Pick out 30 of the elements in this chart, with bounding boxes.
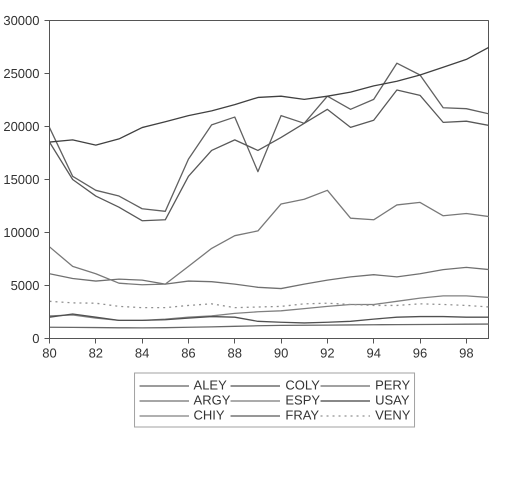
y-tick-label: 5000 <box>10 278 40 293</box>
legend-label: PERY <box>375 378 410 392</box>
y-tick-label: 0 <box>32 331 40 346</box>
line-series <box>50 46 489 146</box>
y-tick-label: 15000 <box>3 172 40 187</box>
x-tick-label: 82 <box>88 346 104 360</box>
legend-label: USAY <box>375 392 410 408</box>
x-tick-label: 92 <box>320 346 335 360</box>
y-tick-label: 10000 <box>3 225 40 240</box>
legend-label: COLY <box>285 378 320 392</box>
legend-label: CHIY <box>194 408 225 422</box>
x-tick-label: 86 <box>181 346 196 360</box>
x-tick-label: 90 <box>274 346 288 360</box>
y-tick-label: 20000 <box>3 119 40 134</box>
legend-label: ALEY <box>194 378 227 392</box>
legend-label: FRAY <box>285 408 320 422</box>
line-series <box>50 190 489 286</box>
x-tick-label: 94 <box>366 346 381 360</box>
x-tick-label: 84 <box>134 346 150 360</box>
y-tick-label: 25000 <box>3 66 40 81</box>
x-tick-label: 96 <box>412 346 428 360</box>
x-tick-label: 80 <box>42 346 57 360</box>
line-series <box>50 295 489 322</box>
x-tick-label: 88 <box>228 346 242 360</box>
line-series <box>50 300 489 308</box>
legend-label: ARGY <box>194 392 230 408</box>
legend-label: VENY <box>375 408 410 422</box>
x-tick-label: 98 <box>459 346 474 360</box>
y-tick-label: 30000 <box>3 13 40 28</box>
legend-label: ESPY <box>285 392 320 408</box>
